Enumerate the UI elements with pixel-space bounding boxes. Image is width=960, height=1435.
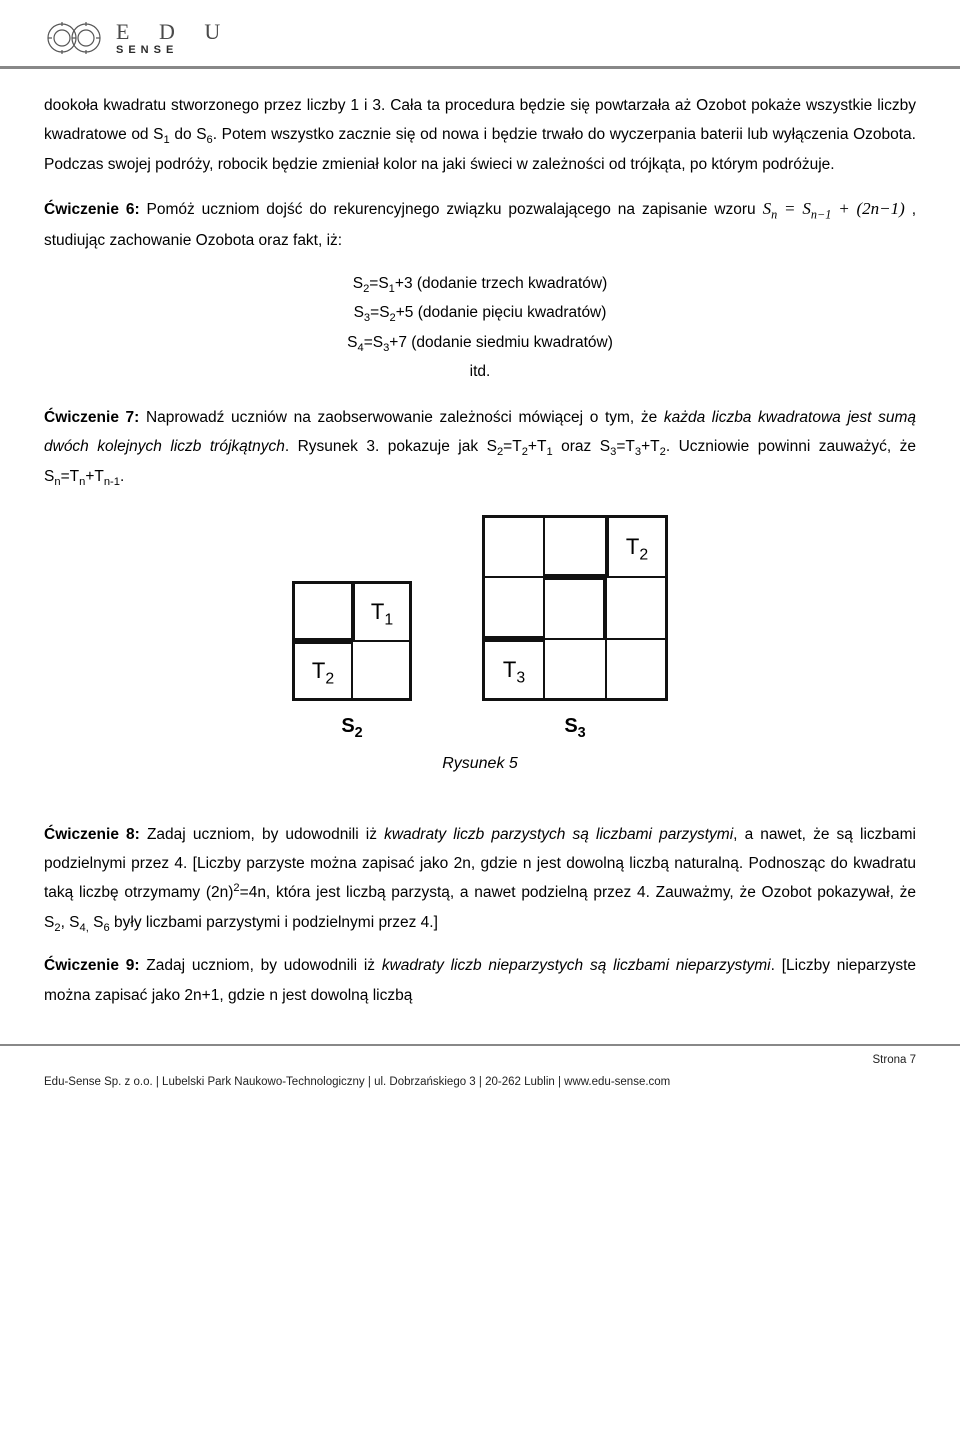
header-rule [0,66,960,69]
ex8-label: Ćwiczenie 8: [44,826,140,843]
ex6-formula: Sn = Sn−1 + (2n−1) [763,199,905,218]
exercise-9: Ćwiczenie 9: Zadaj uczniom, by udowodnil… [44,951,916,1010]
figure-s3-block: T2 T3 S3 [482,515,668,745]
ex9-label: Ćwiczenie 9: [44,957,140,974]
footer-page-number: Strona 7 [44,1050,916,1072]
figure-caption: Rysunek 5 [44,749,916,779]
figure-s2-block: T1 T2 S2 [292,581,412,745]
cell-t2-a: T2 [292,641,352,701]
ex9-italic: kwadraty liczb nieparzystych są liczbami… [382,957,771,974]
exercise-8: Ćwiczenie 8: Zadaj uczniom, by udowodnil… [44,820,916,938]
grid-s3: T2 T3 [482,515,668,701]
eq-line-2: S3=S2+5 (dodanie pięciu kwadratów) [44,298,916,327]
exercise-7: Ćwiczenie 7: Naprowadź uczniów na zaobse… [44,403,916,491]
eq-line-3: S4=S3+7 (dodanie siedmiu kwadratów) [44,328,916,357]
cell-t1: T1 [352,581,412,641]
center-equations: S2=S1+3 (dodanie trzech kwadratów) S3=S2… [44,269,916,387]
cell-t3: T3 [482,639,544,701]
footer-info: Edu-Sense Sp. z o.o. | Lubelski Park Nau… [44,1072,916,1094]
eq-line-1: S2=S1+3 (dodanie trzech kwadratów) [44,269,916,298]
page-footer: Strona 7 Edu-Sense Sp. z o.o. | Lubelski… [44,1050,916,1108]
logo-edu: E D U [116,21,232,43]
grid-s2: T1 T2 [292,581,412,701]
eq-line-etc: itd. [44,357,916,386]
exercise-6: Ćwiczenie 6: Pomóż uczniom dojść do reku… [44,193,916,255]
ex6-label: Ćwiczenie 6: [44,201,140,218]
paragraph-intro: dookoła kwadratu stworzonego przez liczb… [44,91,916,179]
label-s2: S2 [292,707,412,745]
figure-5: T1 T2 S2 T2 [44,515,916,745]
ex8-italic: kwadraty liczb parzystych są liczbami pa… [384,826,733,843]
logo-text: E D U SENSE [116,21,232,56]
footer-rule [0,1044,960,1046]
ex7-label: Ćwiczenie 7: [44,409,139,426]
logo-gears-icon [44,18,106,58]
cell-t2-b: T2 [606,515,668,577]
page-content: dookoła kwadratu stworzonego przez liczb… [44,91,916,1010]
logo-sense: SENSE [116,45,232,56]
label-s3: S3 [482,707,668,745]
page-header: E D U SENSE [44,18,916,66]
